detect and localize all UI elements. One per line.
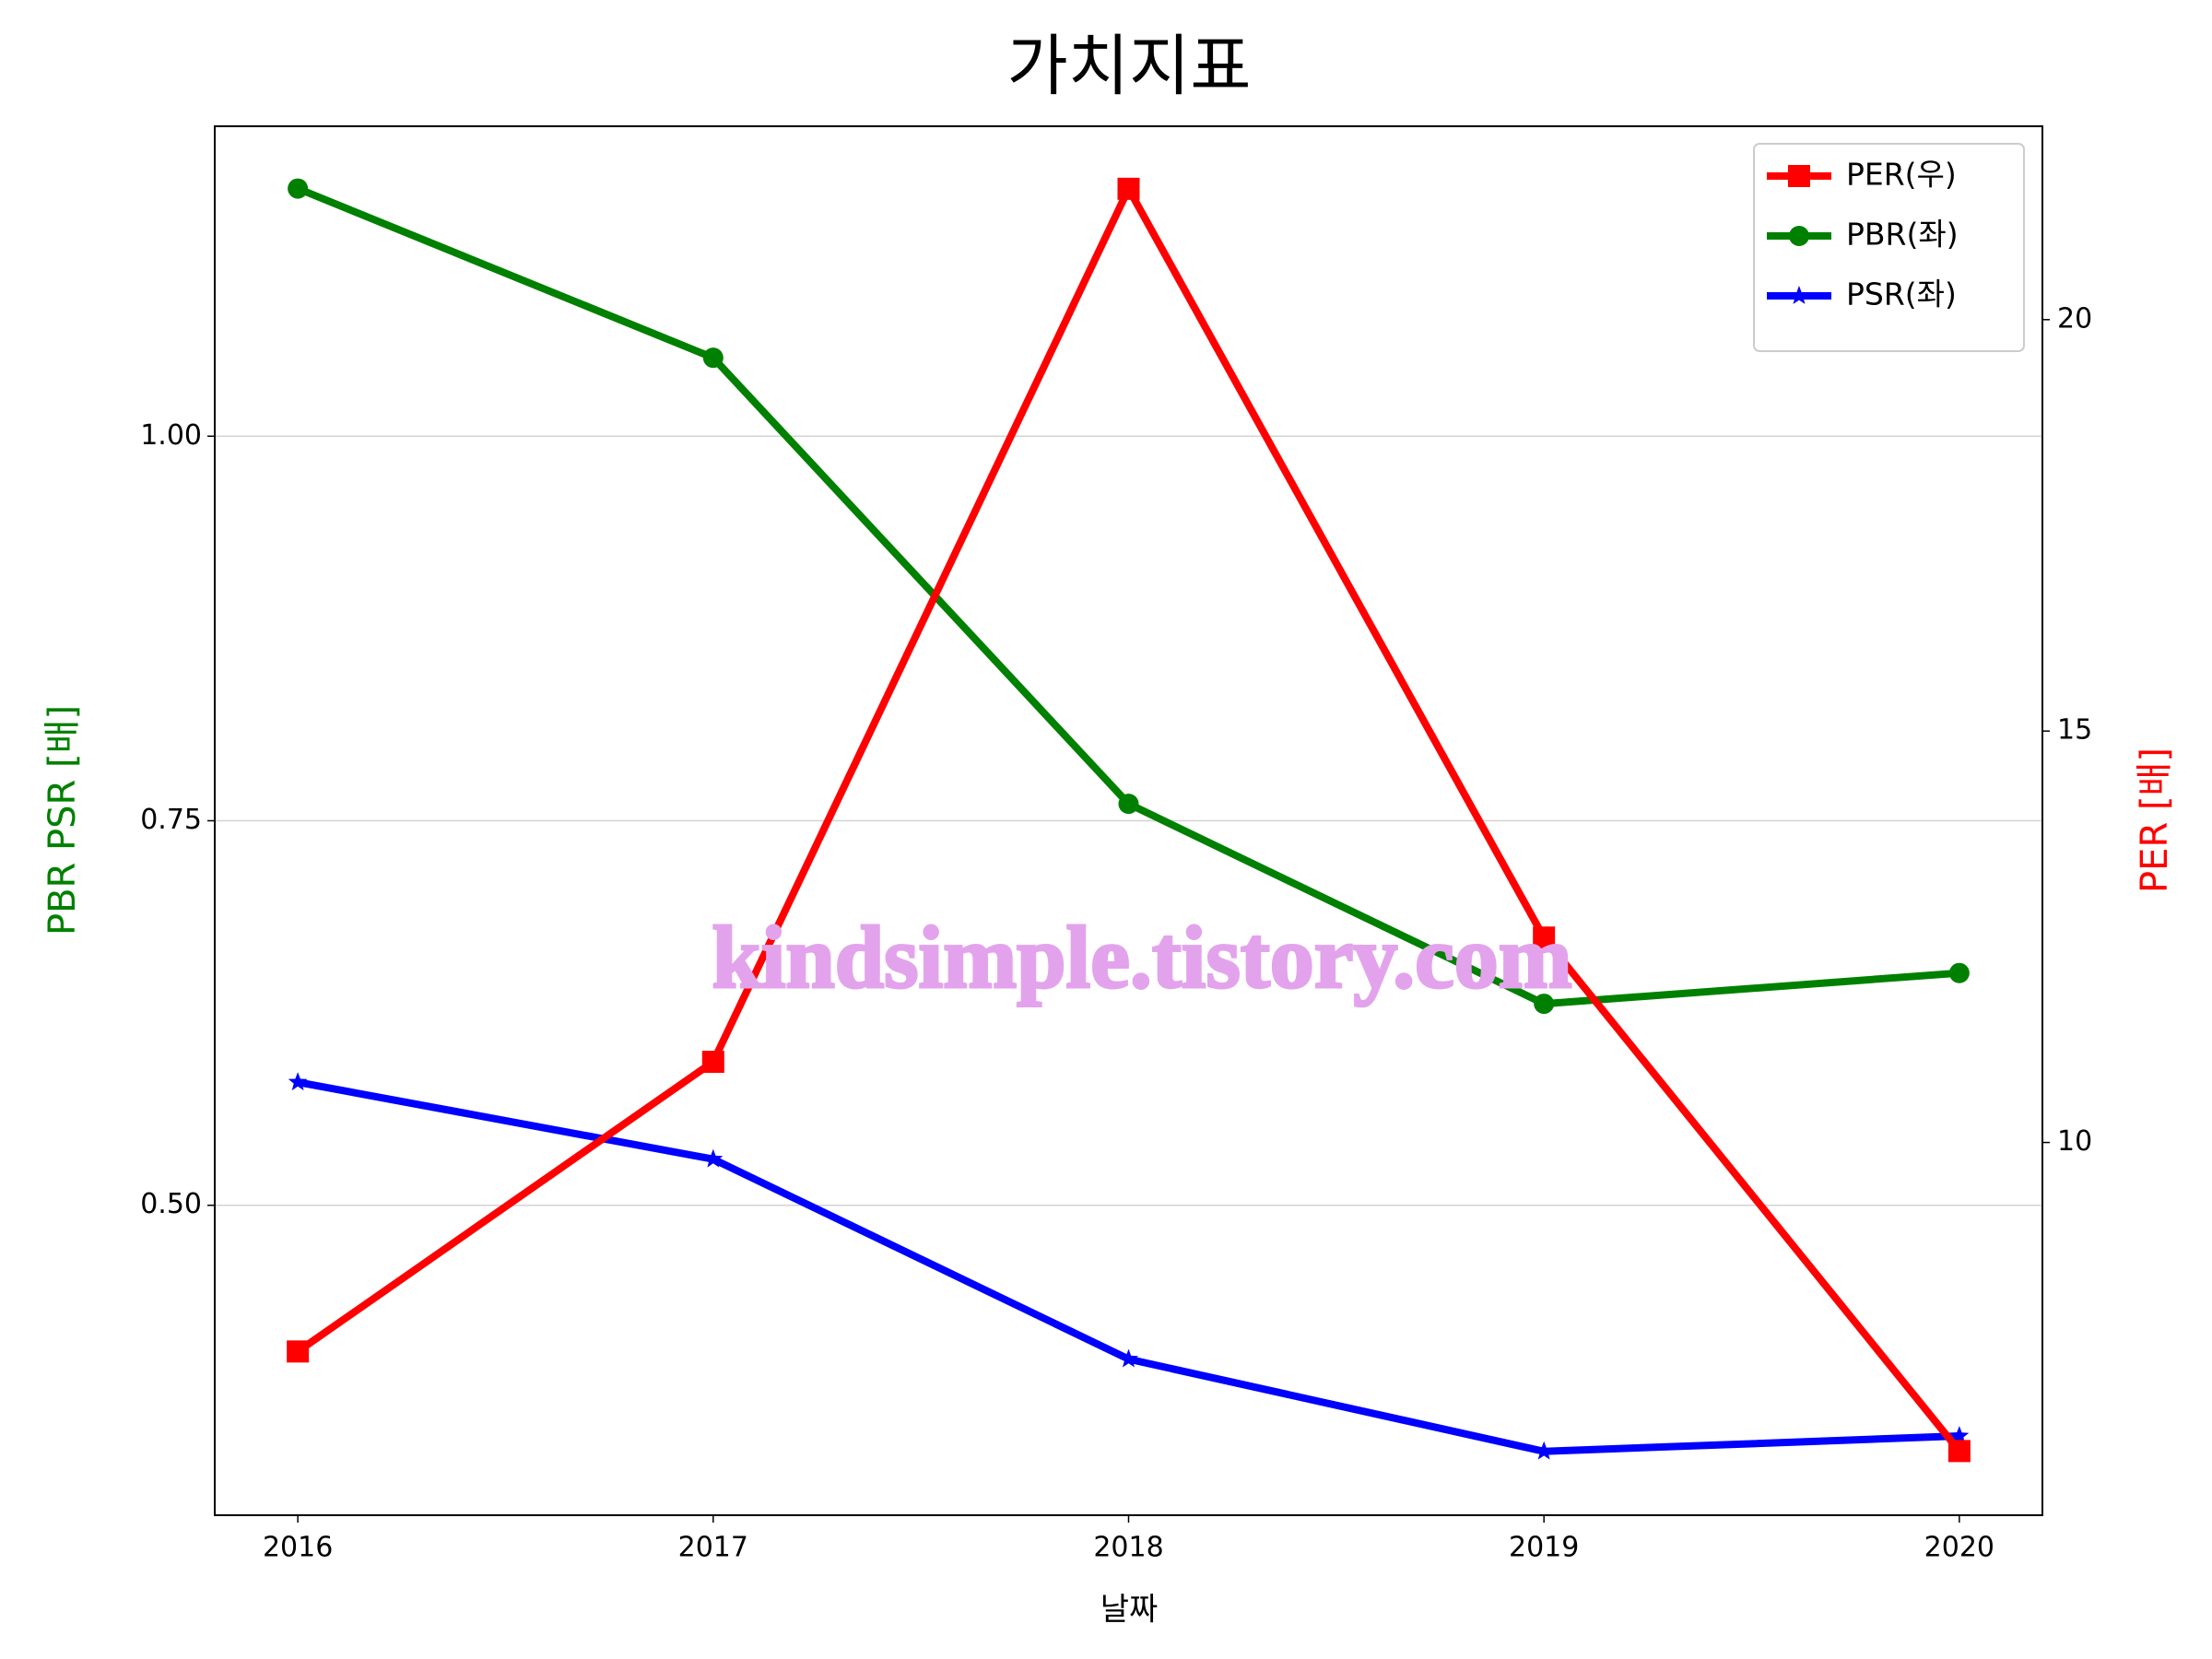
- x-tick-label: 2018: [1093, 1532, 1163, 1564]
- marker: [1948, 962, 1970, 983]
- marker: [703, 1148, 724, 1168]
- y2-tick-label: 20: [2057, 302, 2092, 335]
- marker: [1947, 1440, 1971, 1463]
- y2-axis-label: PER [배]: [2134, 747, 2176, 893]
- marker: [1949, 1426, 1970, 1444]
- marker: [1117, 177, 1140, 200]
- legend-label: PBR(좌): [1846, 217, 1959, 253]
- marker: [1119, 1348, 1138, 1368]
- marker: [1534, 1441, 1554, 1460]
- marker: [702, 347, 724, 369]
- chart-title: 가치지표: [1007, 28, 1252, 105]
- legend-label: PSR(좌): [1846, 276, 1957, 312]
- marker: [287, 1340, 310, 1363]
- y-tick-label: 1.00: [140, 419, 202, 452]
- legend-marker: [1788, 165, 1810, 187]
- marker: [1118, 794, 1139, 815]
- legend: PER(우) PBR(좌) PSR(좌): [1753, 143, 2025, 352]
- y-tick-label: 0.75: [140, 804, 202, 836]
- x-tick-label: 2020: [1924, 1532, 1994, 1564]
- watermark: kindsimple.tistory.com: [712, 908, 1571, 1006]
- x-axis-label: 날짜: [1100, 1592, 1159, 1629]
- y-axis-label: PBR PSR [배]: [41, 705, 84, 935]
- x-tick-label: 2019: [1509, 1532, 1579, 1564]
- legend-label: PER(우): [1846, 157, 1957, 193]
- y2-tick-label: 15: [2057, 714, 2092, 747]
- marker: [288, 178, 309, 199]
- marker: [1534, 994, 1555, 1015]
- marker: [701, 1051, 724, 1074]
- marker: [1533, 926, 1556, 949]
- y-tick-label: 0.50: [140, 1188, 202, 1220]
- marker: [288, 1072, 308, 1091]
- legend-marker: [1789, 286, 1809, 304]
- plot-frame: [214, 125, 2043, 1516]
- legend-marker: [1789, 226, 1809, 246]
- y2-tick-label: 10: [2057, 1125, 2092, 1158]
- x-tick-label: 2016: [263, 1532, 333, 1564]
- x-tick-label: 2017: [678, 1532, 748, 1564]
